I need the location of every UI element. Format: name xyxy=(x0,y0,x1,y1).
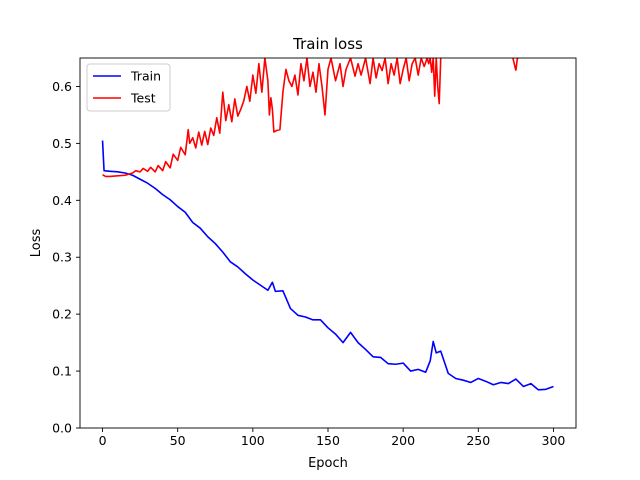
y-tick-label: 0.6 xyxy=(52,79,72,94)
y-tick-label: 0.3 xyxy=(52,250,72,265)
series-line-train xyxy=(101,140,554,391)
y-tick-label: 0.5 xyxy=(52,136,72,151)
series-line-test xyxy=(102,58,442,178)
x-axis-label: Epoch xyxy=(308,456,348,471)
x-tick-label: 100 xyxy=(241,433,265,448)
x-tick-label: 50 xyxy=(170,433,186,448)
x-tick-label: 300 xyxy=(542,433,566,448)
y-axis-label: Loss xyxy=(29,229,44,258)
series-line-test-fragment xyxy=(512,58,519,71)
y-tick-label: 0.0 xyxy=(52,421,72,436)
legend: Train Test xyxy=(86,63,171,112)
y-tick-label: 0.4 xyxy=(52,193,72,208)
series-layer xyxy=(101,58,554,391)
axes-layer: 0 50 100 150 200 250 300 0.0 0.1 0.2 0.3 0.4 0.5 0.6 xyxy=(52,57,577,448)
y-tick-label: 0.2 xyxy=(52,307,72,322)
x-tick-label: 0 xyxy=(99,433,107,448)
x-tick-label: 200 xyxy=(391,433,415,448)
x-tick-label: 250 xyxy=(466,433,490,448)
chart-title: Train loss xyxy=(292,35,363,53)
legend-label-test: Test xyxy=(130,91,156,106)
x-tick-label: 150 xyxy=(316,433,340,448)
y-tick-label: 0.1 xyxy=(52,364,72,379)
legend-label-train: Train xyxy=(130,69,161,84)
